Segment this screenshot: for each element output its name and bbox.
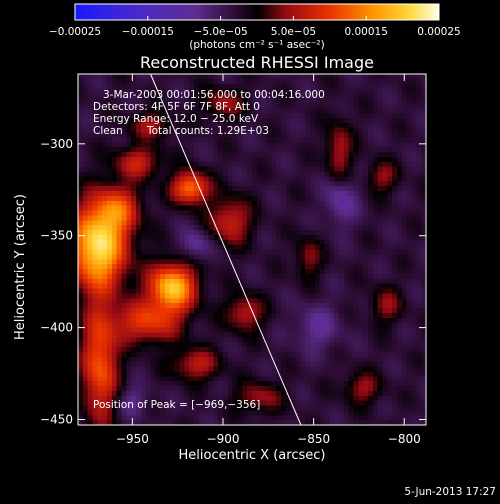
clean-text: Clean (93, 125, 123, 137)
y-tick-label: −350 (40, 229, 73, 243)
total-counts-text: Total counts: 1.29E+03 (146, 125, 269, 137)
colorbar-gradient (75, 4, 439, 20)
colorbar-tick-label: −0.00025 (49, 26, 101, 38)
colorbar-tick-label: 0.00025 (417, 26, 460, 38)
solar-limb-line (150, 73, 302, 426)
energy-range-text: Energy Range: 12.0 − 25.0 keV (93, 113, 259, 125)
colorbar: −0.00025 −0.00015 −5.0e−05 5.0e−05 0.00015 0.… (49, 3, 461, 51)
x-tick-label: −850 (297, 432, 330, 446)
heatmap-image (78, 74, 426, 425)
y-axis-label: Heliocentric Y (arcsec) (13, 194, 28, 340)
chart-title: Reconstructed RHESSI Image (140, 53, 374, 72)
y-axis-ticks: −300 −350 −400 −450 (40, 137, 426, 426)
colorbar-tick-label: −0.00015 (122, 26, 174, 38)
colorbar-tick-label: 0.00015 (344, 26, 387, 38)
detectors-text: Detectors: 4F 5F 6F 7F 8F, Att 0 (93, 101, 260, 113)
y-tick-label: −450 (40, 412, 73, 426)
colorbar-tick-label: 5.0e−05 (271, 26, 316, 38)
annotation-block: 3-Mar-2003 00:01:56.000 to 00:04:16.000 … (93, 89, 325, 411)
x-tick-label: −800 (388, 432, 421, 446)
plot-frame (77, 73, 427, 426)
y-tick-label: −300 (40, 137, 73, 151)
x-tick-label: −900 (207, 432, 240, 446)
footer-timestamp: 5-Jun-2013 17:27 (404, 486, 496, 498)
y-tick-label: −400 (40, 321, 73, 335)
colorbar-unit-label: (photons cm⁻² s⁻¹ asec⁻²) (189, 39, 324, 51)
x-axis-ticks: −950 −900 −850 −800 (116, 74, 421, 446)
colorbar-ticks: −0.00025 −0.00015 −5.0e−05 5.0e−05 0.00015 0.… (49, 16, 461, 38)
x-axis-label: Heliocentric X (arcsec) (179, 448, 326, 463)
time-range-text: 3-Mar-2003 00:01:56.000 to 00:04:16.000 (103, 89, 325, 101)
plot-area: −950 −900 −850 −800 −300 −350 −400 −450 (40, 73, 427, 446)
x-tick-label: −950 (116, 432, 149, 446)
colorbar-tick-label: −5.0e−05 (194, 26, 248, 38)
colorbar-frame (74, 3, 440, 21)
peak-position-text: Position of Peak = [−969,−356] (93, 399, 260, 411)
